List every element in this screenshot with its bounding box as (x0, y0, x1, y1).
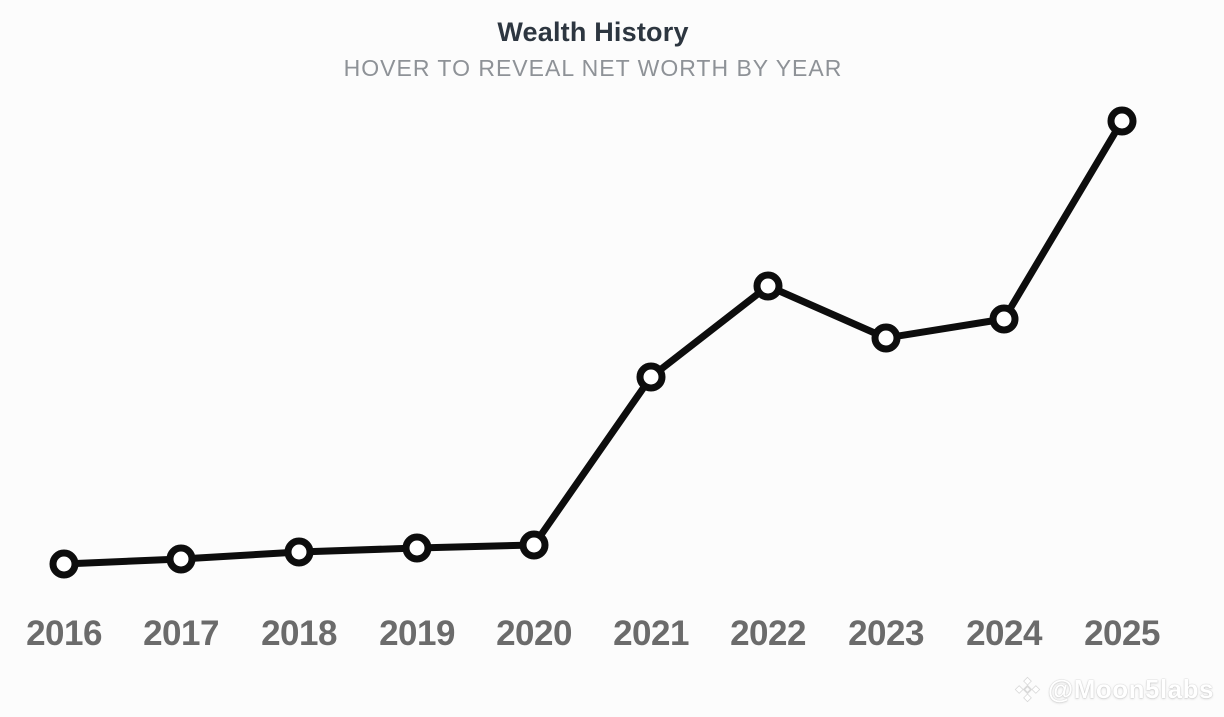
watermark: @Moon5labs (1014, 674, 1214, 705)
data-point-2024[interactable] (989, 304, 1019, 334)
chart-header: Wealth History HOVER TO REVEAL NET WORTH… (344, 16, 843, 81)
watermark-text: @Moon5labs (1047, 674, 1214, 704)
net-worth-line (60, 117, 1126, 568)
chart-title: Wealth History (497, 17, 689, 47)
data-point-2016[interactable] (49, 549, 79, 579)
data-point-2020[interactable] (519, 530, 549, 560)
data-point-2023[interactable] (871, 323, 901, 353)
data-point-2017[interactable] (166, 544, 196, 574)
data-point-2021[interactable] (636, 362, 666, 392)
data-point-2022[interactable] (753, 271, 783, 301)
diamond-logo-icon (1014, 676, 1041, 703)
data-point-2019[interactable] (402, 533, 432, 563)
data-point-2018[interactable] (284, 537, 314, 567)
data-point-2025[interactable] (1107, 106, 1137, 136)
chart-subtitle: HOVER TO REVEAL NET WORTH BY YEAR (343, 55, 843, 81)
